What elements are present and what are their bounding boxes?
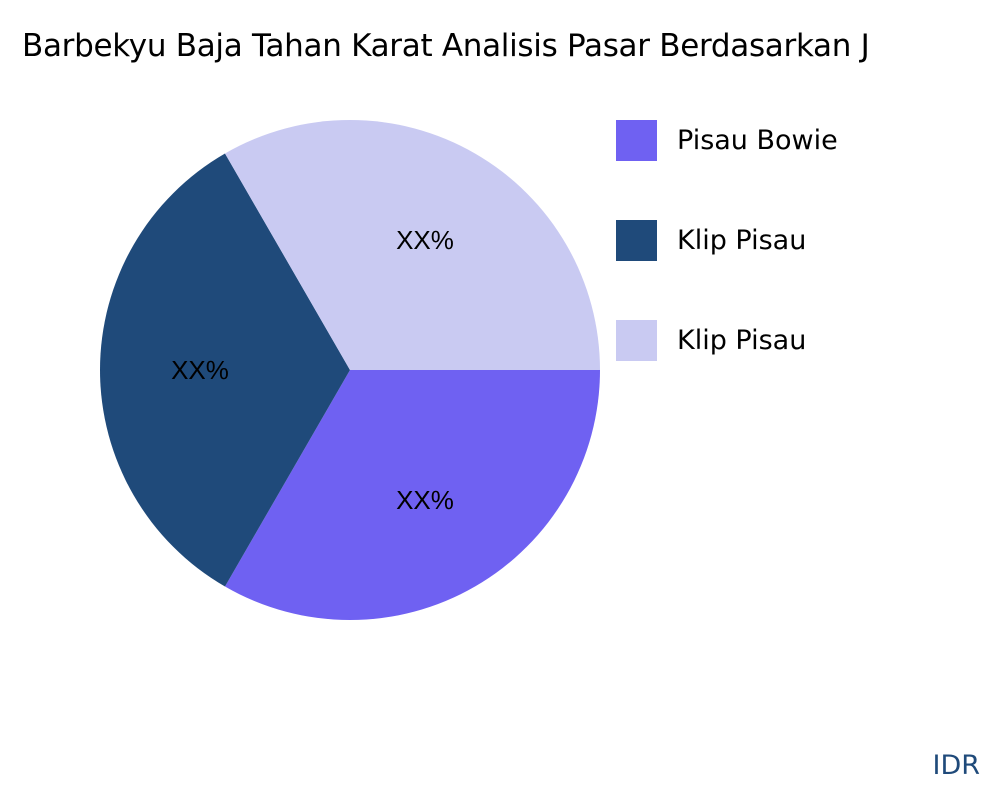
chart-title: Barbekyu Baja Tahan Karat Analisis Pasar… [22,28,870,64]
legend-item: Pisau Bowie [616,119,838,161]
legend-label: Klip Pisau [677,224,807,256]
slice-data-label: XX% [396,485,454,515]
legend-swatch [616,319,657,361]
pie-slice [225,370,600,620]
brand-label: IDR [932,750,980,781]
pie-slice [225,119,600,370]
legend-swatch [616,119,657,161]
legend-label: Pisau Bowie [677,124,838,156]
slice-data-label: XX% [396,225,454,255]
legend-item: Klip Pisau [616,319,806,361]
legend-swatch [616,219,657,261]
legend-item: Klip Pisau [616,219,806,261]
legend-label: Klip Pisau [677,324,807,356]
slice-data-label: XX% [171,355,229,385]
